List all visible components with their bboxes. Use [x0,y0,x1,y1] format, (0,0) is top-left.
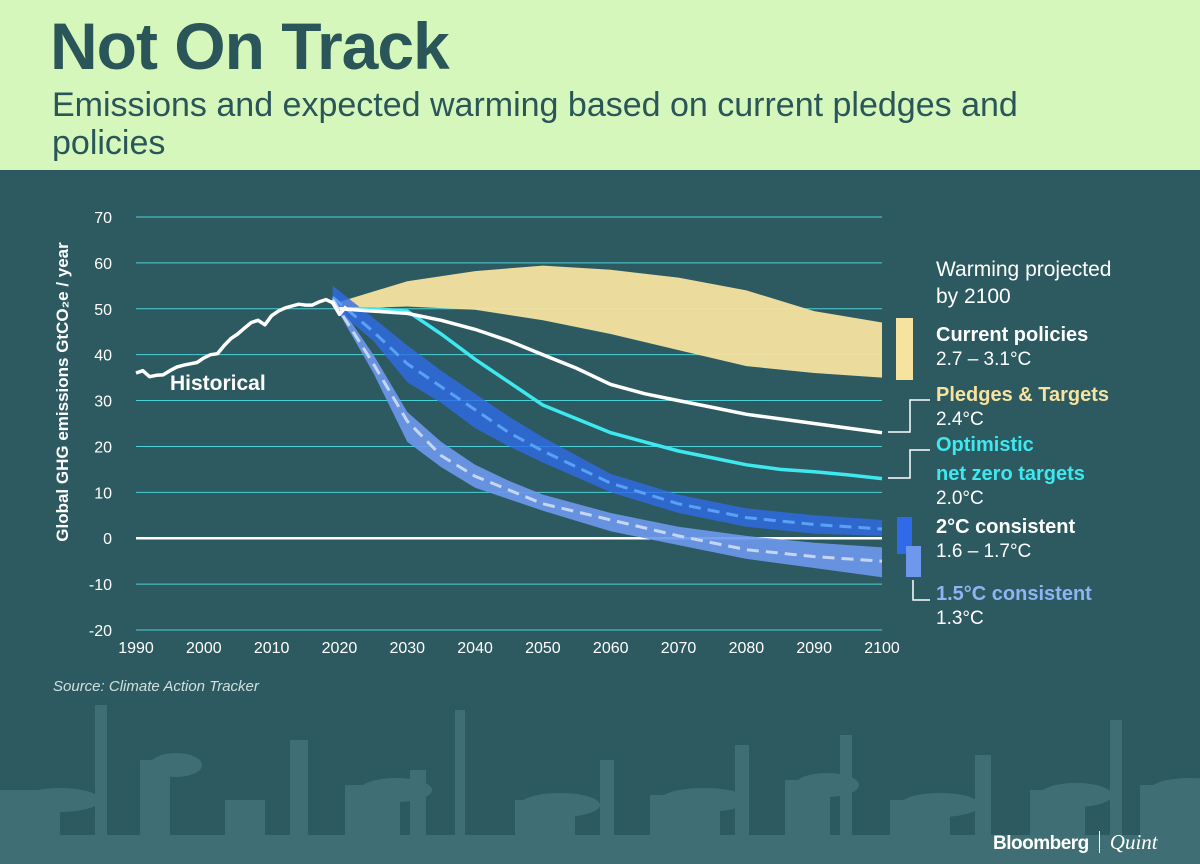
x-tick-label: 2100 [864,640,900,657]
pledges-connector [888,399,930,433]
legend-range-two-degree: 1.6 – 1.7°C [936,541,1031,562]
x-tick-label: 2010 [254,640,290,657]
legend-item-one-point-five: 1.5°C consistent [936,583,1092,605]
x-tick-label: 1990 [118,640,154,657]
skyline-tower-top [1150,778,1200,802]
y-tick-label: 30 [94,394,112,411]
skyline-building [0,835,1200,864]
legend-item-optimistic: Optimistic [936,434,1034,456]
legend-range-current-policies: 2.7 – 3.1°C [936,349,1031,370]
skyline-tower-top [900,793,980,817]
current-policies-band [339,265,882,378]
y-tick-label: 40 [94,348,112,365]
x-tick-label: 2080 [729,640,765,657]
one-point-five-median-line [331,298,883,563]
x-tick-label: 2000 [186,640,222,657]
page-title: Not On Track [50,9,450,83]
brand-logo: Bloomberg Quint [993,830,1158,855]
y-tick-label: 70 [94,210,112,227]
page-subtitle: Emissions and expected warming based on … [52,86,1018,162]
x-tick-label: 2090 [796,640,832,657]
legend-range-optimistic: 2.0°C [936,488,984,509]
two-degree-consistent-band [332,285,882,536]
brand-separator [1098,831,1100,853]
y-axis-label: Global GHG emissions GtCO₂e / year [53,242,72,542]
x-tick-label: 2060 [593,640,629,657]
y-tick-label: 10 [94,485,112,502]
x-tick-label: 2070 [661,640,697,657]
current-policies-swatch [896,318,913,380]
x-tick-label: 2030 [389,640,425,657]
header-banner: Not On Track Emissions and expected warm… [0,0,1200,170]
historical-label: Historical [170,372,266,395]
x-tick-label: 2040 [457,640,493,657]
source-note: Source: Climate Action Tracker [53,678,259,695]
skyline-tower-top [20,788,100,812]
pledges-targets-line [339,307,883,435]
one-point-five-connector [912,580,930,601]
y-tick-label: 60 [94,256,112,273]
legend-item-two-degree: 2°C consistent [936,516,1075,538]
brand-partner: Quint [1109,830,1158,854]
y-tick-label: 20 [94,439,112,456]
one-point-five-consistent-band [332,295,882,578]
y-tick-label: 50 [94,302,112,319]
y-tick-label: 0 [103,531,112,548]
skyline-building [455,710,465,864]
one-point-five-swatch [906,546,921,577]
historical-line [135,297,348,379]
skyline-tower-top [795,773,859,797]
factory-skyline-illustration [0,705,1200,864]
skyline-building [95,705,107,864]
x-tick-label: 2050 [525,640,561,657]
chart-series: Historical [135,265,883,578]
two-degree-swatch [897,517,912,554]
legend-range-pledges-targets: 2.4°C [936,409,984,430]
skyline-building [1110,720,1122,864]
legend-item-optimistic: net zero targets [936,463,1085,485]
skyline-tower-top [660,788,748,812]
skyline-building [840,735,852,864]
optimistic-net-zero-line [339,307,883,481]
y-tick-label: -20 [89,623,112,640]
legend-item-pledges-targets: Pledges & Targets [936,384,1109,406]
legend-item-current-policies: Current policies [936,324,1088,346]
y-tick-label: -10 [89,577,112,594]
legend-heading: by 2100 [936,285,1011,308]
skyline-tower-top [520,793,600,817]
skyline-tower-top [1040,783,1112,807]
x-tick-label: 2020 [322,640,358,657]
skyline-building [290,740,308,864]
brand-name: Bloomberg [993,833,1089,854]
legend-range-one-point-five: 1.3°C [936,608,984,629]
skyline-tower-top [150,753,202,777]
skyline-tower-top [360,778,432,802]
legend-heading: Warming projected [936,258,1111,281]
chart-legend: Warming projected by 2100 Current policies… [888,258,1111,629]
optimistic-connector [888,449,930,479]
